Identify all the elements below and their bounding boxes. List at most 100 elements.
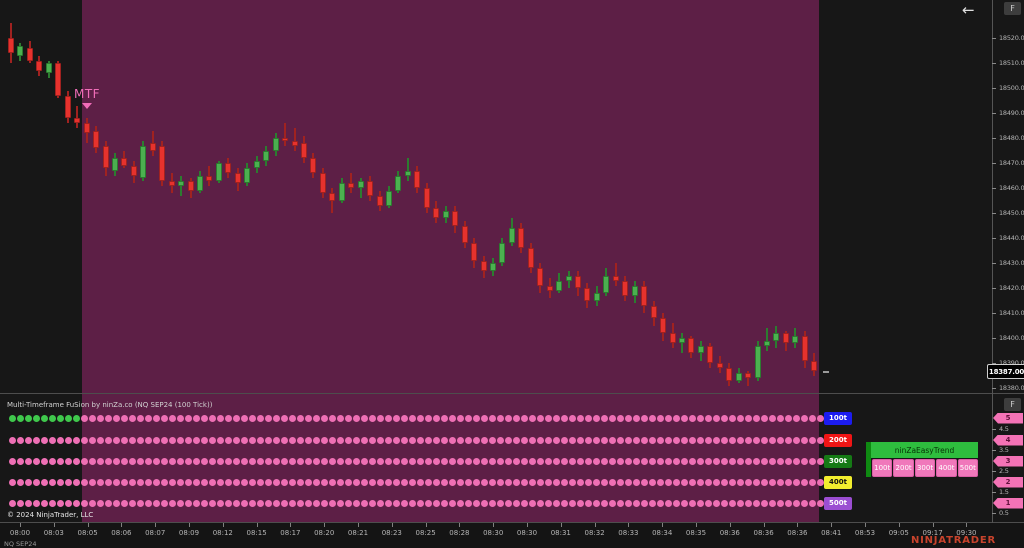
fusion-dot xyxy=(481,436,488,444)
candle-body xyxy=(253,160,260,168)
fusion-dot xyxy=(817,414,824,422)
candle-body xyxy=(74,118,81,123)
price-label: 18450.00 xyxy=(999,209,1024,217)
indicator-f-button[interactable]: F xyxy=(1004,398,1021,411)
fusion-dot xyxy=(305,478,312,486)
fusion-dot xyxy=(329,414,336,422)
candle-body xyxy=(8,38,14,53)
candle-body xyxy=(556,280,563,291)
fusion-dot xyxy=(521,499,528,507)
time-axis[interactable]: NQ SEP24 08:00 08:03 08:05 08:06 08:07 08:09 0… xyxy=(0,523,1024,548)
fusion-dot xyxy=(225,457,232,465)
price-tick xyxy=(992,238,996,239)
easytrend-button-100t[interactable]: 100t xyxy=(872,459,893,477)
candle-body xyxy=(452,210,459,226)
fusion-dot xyxy=(177,457,184,465)
value-axis-badge: 2 xyxy=(993,476,1023,488)
fusion-dot xyxy=(113,414,120,422)
time-tick xyxy=(20,523,21,527)
price-tick xyxy=(992,188,996,189)
fusion-dot xyxy=(57,457,64,465)
fusion-dot xyxy=(33,499,40,507)
fusion-dot xyxy=(369,499,376,507)
time-label: 08:07 xyxy=(145,529,166,537)
time-tick xyxy=(898,523,900,527)
candle-body xyxy=(197,175,203,191)
candle-body xyxy=(367,180,374,196)
fusion-dot xyxy=(217,499,224,507)
fusion-dot xyxy=(577,499,584,507)
candle-body xyxy=(36,60,43,71)
time-label: 08:06 xyxy=(111,529,132,537)
fusion-dot xyxy=(257,436,264,444)
fusion-dot xyxy=(793,436,800,444)
fusion-dot xyxy=(345,414,352,422)
fusion-dot xyxy=(225,478,232,486)
fusion-dot xyxy=(545,478,552,486)
candlestick-chart[interactable] xyxy=(0,0,992,394)
fusion-dot xyxy=(25,499,32,507)
easytrend-button-400t[interactable]: 400t xyxy=(936,459,957,477)
fusion-dot xyxy=(289,436,296,444)
fusion-dot xyxy=(401,499,408,507)
fusion-dot xyxy=(121,457,128,465)
back-arrow-icon[interactable]: ← xyxy=(962,1,975,19)
fusion-dot xyxy=(625,457,632,465)
fusion-dot xyxy=(705,499,712,507)
fusion-dot xyxy=(337,414,344,422)
fusion-dot xyxy=(441,499,448,507)
candle-body xyxy=(291,140,298,146)
candle-body xyxy=(527,248,534,268)
candle-wick xyxy=(180,175,183,196)
fusion-dot xyxy=(81,457,88,465)
time-tick xyxy=(459,523,461,527)
fusion-dot xyxy=(177,436,184,444)
fusion-dot xyxy=(753,478,760,486)
time-tick xyxy=(527,523,528,527)
fusion-dot xyxy=(201,436,208,444)
fusion-dot xyxy=(777,457,784,465)
fusion-dot xyxy=(409,436,416,444)
timeframe-badge-200t: 200t xyxy=(824,433,852,447)
fusion-dot xyxy=(809,436,816,444)
fusion-dot xyxy=(233,414,240,422)
fusion-dot xyxy=(89,457,96,465)
fusion-dot xyxy=(561,414,568,422)
candle-body xyxy=(499,243,506,263)
fusion-dot xyxy=(705,478,712,486)
fusion-dot xyxy=(89,436,96,444)
fusion-dot xyxy=(505,414,512,422)
fusion-dot xyxy=(9,457,16,465)
easytrend-button-300t[interactable]: 300t xyxy=(914,459,936,477)
fusion-dot xyxy=(753,436,760,444)
candle-body xyxy=(423,188,430,208)
price-label: 18480.00 xyxy=(999,134,1024,142)
fusion-dot xyxy=(697,436,704,444)
fusion-dot xyxy=(513,457,520,465)
price-tick xyxy=(992,263,996,264)
fusion-dot xyxy=(393,499,400,507)
fusion-dot xyxy=(433,499,440,507)
fusion-dot xyxy=(17,457,24,465)
price-label: 18520.00 xyxy=(999,34,1024,42)
fusion-dot xyxy=(137,478,144,486)
fusion-dot xyxy=(769,457,776,465)
value-axis-badge: 4 xyxy=(993,434,1023,446)
fusion-dot xyxy=(385,457,392,465)
fusion-dot xyxy=(209,436,216,444)
panel-separator[interactable] xyxy=(0,393,1024,394)
fusion-dot xyxy=(801,457,808,465)
timeframe-badge-500t: 500t xyxy=(824,496,852,510)
chart-f-button[interactable]: F xyxy=(1004,2,1021,15)
candle-body xyxy=(678,338,685,343)
fusion-dot xyxy=(545,499,552,507)
fusion-dot xyxy=(249,436,256,444)
fusion-dot xyxy=(673,436,680,444)
time-tick xyxy=(831,523,833,527)
fusion-dot xyxy=(521,478,528,486)
candle-wick xyxy=(76,105,79,128)
fusion-dot xyxy=(169,414,176,422)
fusion-dot xyxy=(121,414,128,422)
easytrend-button-200t[interactable]: 200t xyxy=(893,459,914,477)
easytrend-button-500t[interactable]: 500t xyxy=(957,459,979,477)
